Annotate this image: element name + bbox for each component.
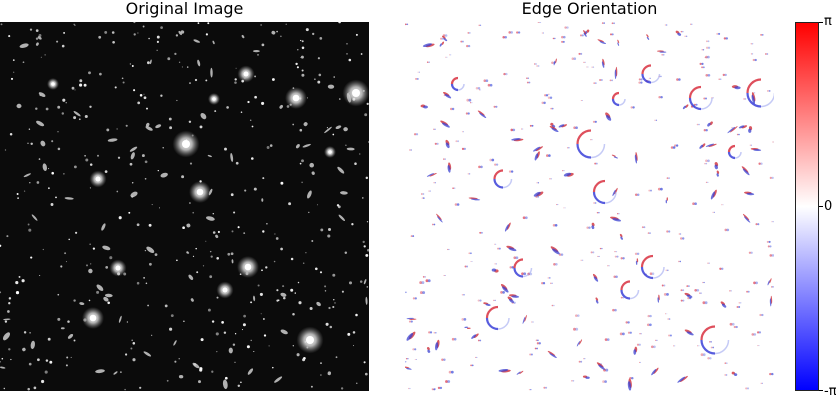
- colorbar-tick-neg-pi: [819, 390, 823, 391]
- colorbar-tick-label-zero: 0: [824, 199, 833, 214]
- original-image: [0, 22, 369, 391]
- edge-orientation-title: Edge Orientation: [521, 0, 658, 18]
- colorbar-tick-label-neg-pi: -π: [824, 384, 836, 399]
- edge-orientation-image: [405, 22, 774, 391]
- original-image-title: Original Image: [125, 0, 244, 18]
- colorbar-tick-zero: [819, 206, 823, 207]
- colorbar: [795, 22, 819, 391]
- colorbar-tick-pi: [819, 22, 823, 23]
- colorbar-tick-label-pi: π: [824, 14, 832, 29]
